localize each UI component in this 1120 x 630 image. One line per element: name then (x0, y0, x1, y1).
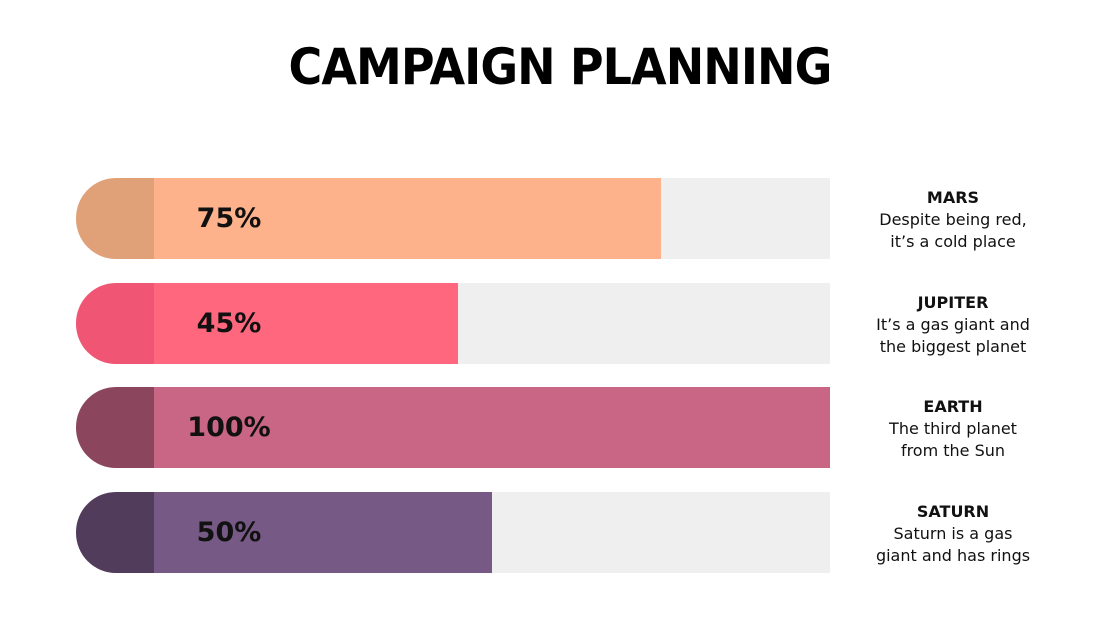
percent-label: 75% (196, 203, 262, 234)
percent-label: 50% (196, 517, 262, 548)
description-earth: EARTH The third planet from the Sun (860, 396, 1046, 462)
progress-bar-jupiter: 45% (76, 283, 830, 364)
description-saturn: SATURN Saturn is a gas giant and has rin… (860, 501, 1046, 567)
percent-label: 45% (196, 308, 262, 339)
bar-cap (76, 283, 154, 364)
item-text-line: it’s a cold place (890, 232, 1016, 251)
item-text-line: Despite being red, (879, 210, 1027, 229)
description-jupiter: JUPITER It’s a gas giant and the biggest… (860, 292, 1046, 358)
bar-fill (154, 283, 459, 364)
item-heading: SATURN (916, 502, 990, 521)
progress-bar-mars: 75% (76, 178, 830, 259)
item-text-line: from the Sun (900, 441, 1006, 460)
bar-fill (154, 387, 830, 468)
item-heading: JUPITER (917, 293, 989, 312)
description-mars: MARS Despite being red, it’s a cold plac… (860, 187, 1046, 253)
item-text-line: It’s a gas giant and (876, 315, 1030, 334)
bar-cap (76, 178, 154, 259)
item-heading: EARTH (923, 397, 983, 416)
item-heading: MARS (926, 188, 980, 207)
page-title: CAMPAIGN PLANNING (288, 38, 833, 96)
bar-cap (76, 492, 154, 573)
item-text-line: the biggest planet (879, 337, 1027, 356)
item-text-line: giant and has rings (875, 546, 1031, 565)
percent-label: 100% (187, 412, 271, 443)
item-text-line: Saturn is a gas (893, 524, 1013, 543)
bar-fill (154, 492, 492, 573)
bar-fill (154, 178, 661, 259)
progress-bar-earth: 100% (76, 387, 830, 468)
item-text-line: The third planet (889, 419, 1017, 438)
progress-bar-saturn: 50% (76, 492, 830, 573)
bar-cap (76, 387, 154, 468)
